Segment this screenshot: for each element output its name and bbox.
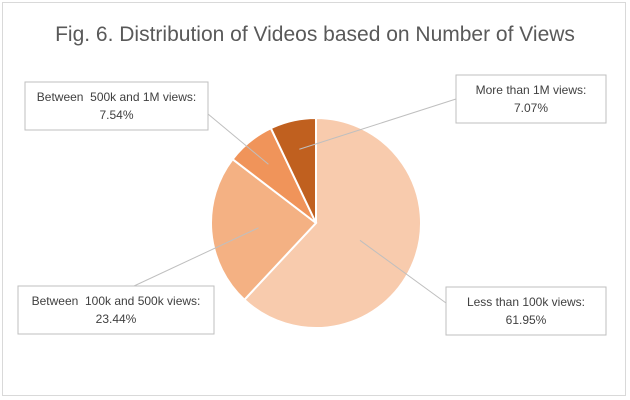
pie-slices xyxy=(210,116,422,329)
leader-line-4 xyxy=(299,98,457,150)
callout-box-2 xyxy=(17,285,215,335)
chart-title: Fig. 6. Distribution of Videos based on … xyxy=(55,23,575,46)
leader-line-1 xyxy=(359,239,447,304)
pie-chart: Fig. 6. Distribution of Videos based on … xyxy=(17,23,607,336)
callout-leaders xyxy=(133,98,457,304)
callout-value-4: 7.07% xyxy=(514,101,548,115)
callout-value-1: 61.95% xyxy=(506,313,547,327)
callout-labels: Less than 100k views: 61.95% Between 100k … xyxy=(17,74,607,336)
pie-slice-1 xyxy=(242,116,422,329)
chart-frame: Fig. 6. Distribution of Videos based on … xyxy=(2,2,626,396)
leader-line-2 xyxy=(133,227,259,287)
callout-value-3: 7.54% xyxy=(99,108,133,122)
callout-value-2: 23.44% xyxy=(96,312,137,326)
callout-label-3: Between 500k and 1M views: xyxy=(37,90,196,104)
callout-label-4: More than 1M views: xyxy=(476,83,587,97)
callout-label-1: Less than 100k views: xyxy=(467,295,585,309)
leader-line-3 xyxy=(207,113,269,165)
callout-box-1 xyxy=(445,286,607,336)
callout-box-4 xyxy=(455,74,607,124)
pie-slice-2 xyxy=(210,157,318,302)
callout-box-3 xyxy=(24,81,209,131)
pie-slice-4 xyxy=(269,116,317,224)
callout-label-2: Between 100k and 500k views: xyxy=(32,294,201,308)
